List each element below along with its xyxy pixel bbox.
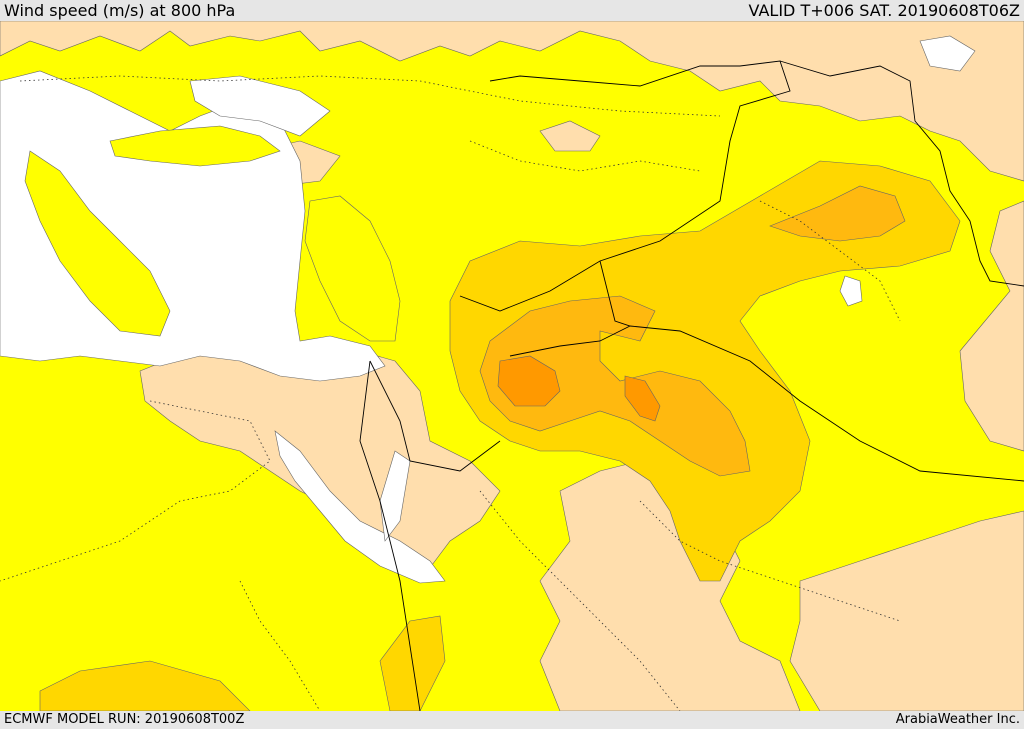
footer-bar: ECMWF MODEL RUN: 20190608T00Z ArabiaWeat… [0, 711, 1024, 729]
calm-aegean [189, 75, 331, 137]
light-wind-iraq-east [959, 200, 1024, 452]
border-iraq-saudi [599, 260, 1024, 482]
moderate-wind-islands [24, 125, 401, 342]
calm-red-sea [274, 430, 446, 584]
light-wind-gulf [789, 510, 1024, 711]
light-wind-syria-patch [539, 120, 601, 152]
moderate-wind-crete [109, 125, 281, 167]
province-turkey [19, 75, 721, 117]
province-iraq [759, 200, 901, 322]
moderate-wind-libya-tongue [24, 150, 171, 337]
strong-wind-jordan-core [479, 295, 751, 477]
border-iraq-iran [779, 60, 1024, 287]
header-bar: Wind speed (m/s) at 800 hPa VALID T+006 … [0, 0, 1024, 21]
calm-caspian-edge [919, 35, 976, 72]
strong-wind-regions [479, 185, 906, 477]
wind-speed-map [0, 21, 1024, 711]
model-run: ECMWF MODEL RUN: 20190608T00Z [4, 712, 245, 727]
border-syria-iraq [459, 60, 791, 312]
calm-kuwait-patch [839, 275, 863, 307]
very-strong-wind-jordan [497, 355, 561, 407]
calm-gulf-of-suez [379, 450, 411, 542]
province-arabia [479, 490, 681, 711]
fresh-wind-main-band [449, 160, 961, 582]
light-wind-turkey [0, 21, 1024, 182]
credit: ArabiaWeather Inc. [895, 712, 1020, 727]
strong-wind-iraq-core [769, 185, 906, 242]
province-egypt [0, 400, 271, 582]
border-jordan-saudi [509, 325, 631, 357]
moderate-wind-levant-coast [304, 195, 401, 342]
border-egypt-sudan [369, 360, 501, 472]
country-borders [359, 60, 1024, 711]
valid-time: VALID T+006 SAT. 20190608T06Z [748, 1, 1020, 20]
very-strong-wind-saudi [624, 375, 661, 422]
map-title: Wind speed (m/s) at 800 hPa [4, 1, 236, 20]
border-egypt-libya [359, 360, 421, 711]
fresh-wind-libya-south [39, 660, 251, 711]
province-borders [0, 75, 901, 711]
very-strong-wind-regions [497, 355, 661, 422]
light-wind-regions [0, 21, 1024, 711]
